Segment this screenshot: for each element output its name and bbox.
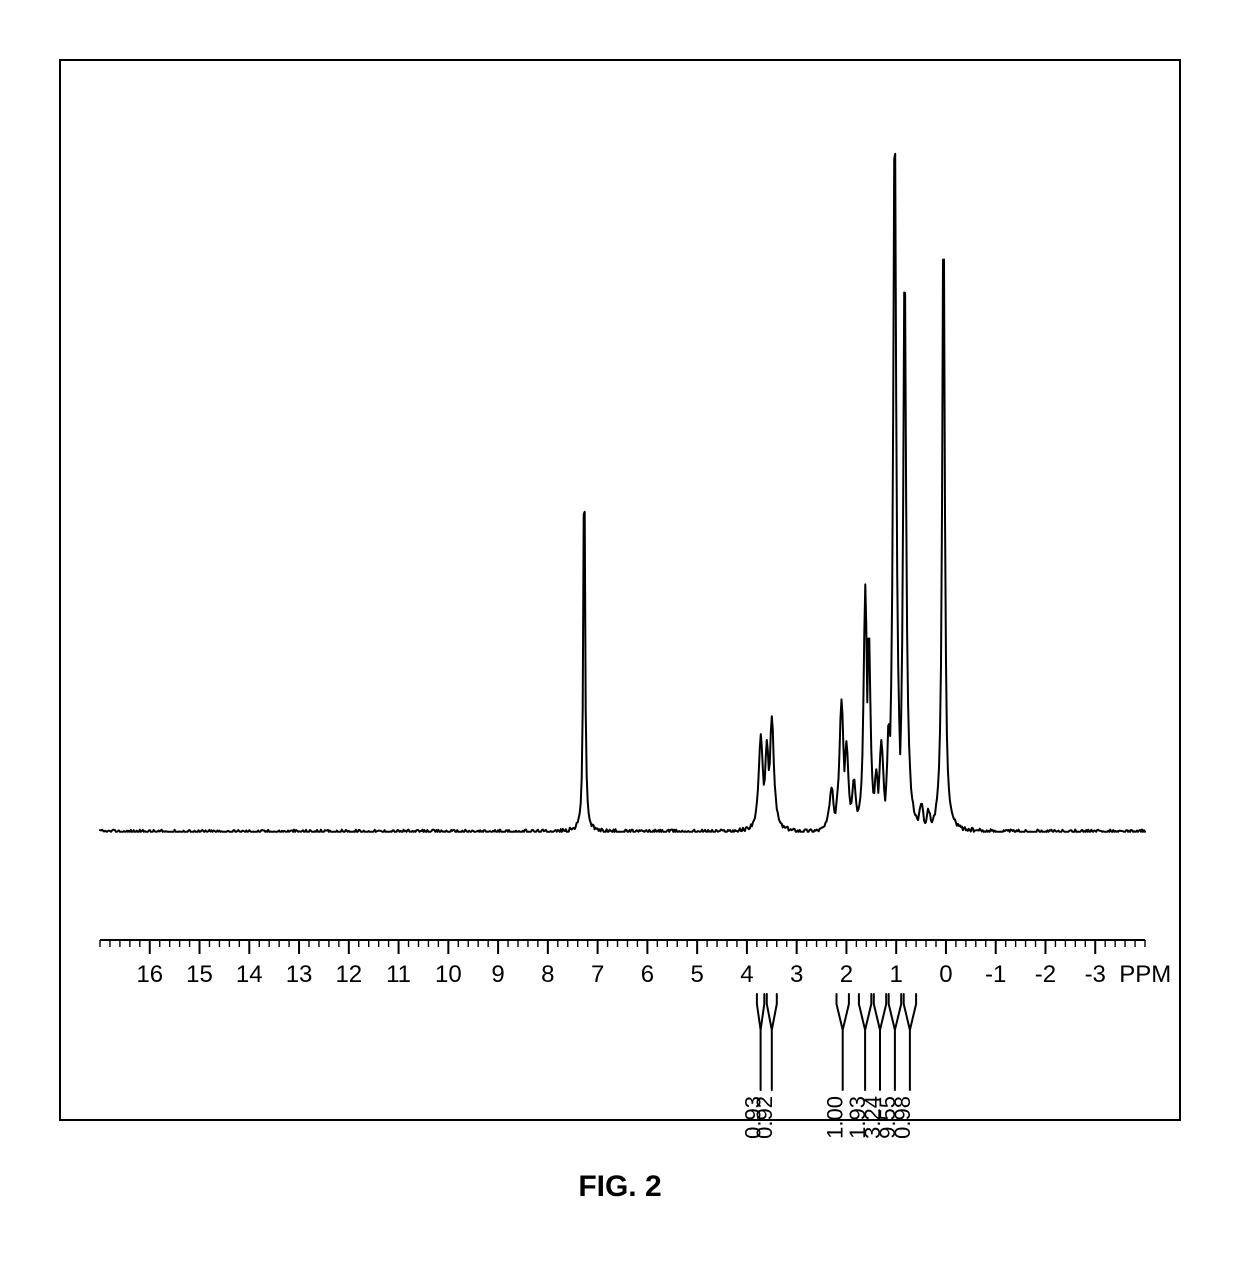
x-tick-label: 8 [541, 961, 554, 988]
integral-value: 0.92 [752, 1096, 777, 1139]
figure-caption: FIG. 2 [0, 1170, 1240, 1204]
x-tick-label: 10 [435, 961, 462, 988]
x-tick-label: -2 [1035, 961, 1056, 988]
integral-bracket [904, 994, 916, 1090]
integral-bracket [859, 994, 871, 1090]
x-tick-label: 4 [740, 961, 753, 988]
x-tick-label: 6 [641, 961, 654, 988]
x-tick-label: 12 [335, 961, 362, 988]
integral-value: 0.98 [890, 1096, 915, 1139]
spectrum-trace [100, 154, 1145, 832]
x-tick-label: 14 [236, 961, 263, 988]
integral-bracket [757, 994, 764, 1090]
integral-bracket [874, 994, 886, 1090]
x-tick-label: 2 [840, 961, 853, 988]
nmr-spectrum-figure: 161514131211109876543210-1-2-3PPM0.930.9… [0, 0, 1240, 1272]
x-tick-label: 5 [690, 961, 703, 988]
x-tick-label: -1 [985, 961, 1006, 988]
integral-bracket [767, 994, 777, 1090]
x-tick-label: 15 [186, 961, 213, 988]
integral-bracket [889, 994, 902, 1090]
x-tick-label: 1 [890, 961, 903, 988]
x-tick-label: 11 [386, 961, 411, 988]
x-tick-label: 0 [939, 961, 952, 988]
x-axis-label: PPM [1119, 961, 1171, 988]
x-tick-label: -3 [1085, 961, 1106, 988]
integral-value: 1.00 [823, 1096, 848, 1139]
x-tick-label: 9 [491, 961, 504, 988]
x-tick-label: 13 [286, 961, 313, 988]
x-tick-label: 16 [136, 961, 163, 988]
integral-bracket [837, 994, 849, 1090]
frame [60, 60, 1180, 1120]
x-tick-label: 7 [591, 961, 604, 988]
x-tick-label: 3 [790, 961, 803, 988]
